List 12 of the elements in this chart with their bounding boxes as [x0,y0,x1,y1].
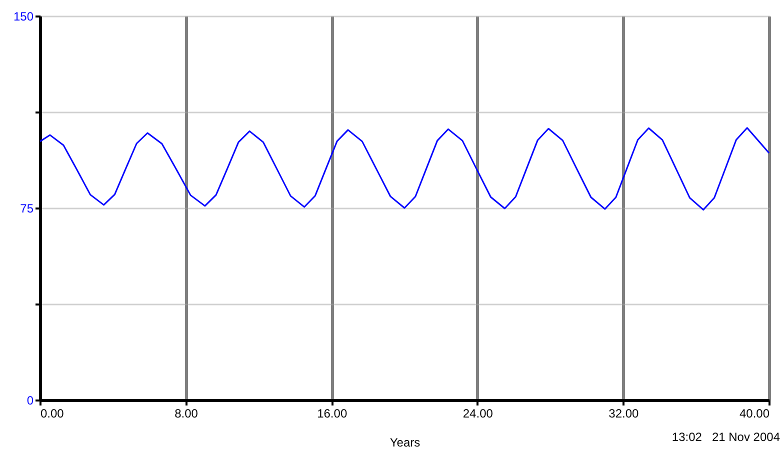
x-tick-label: 40.00 [739,406,770,420]
y-tick-label: 0 [26,394,34,408]
y-tick-label: 150 [13,10,34,24]
x-axis-title: Years [390,436,420,450]
y-tick-label: 75 [20,202,34,216]
line-series [39,127,770,211]
x-tick-label: 32.00 [608,406,640,420]
x-tick-label: 24.00 [462,406,494,420]
x-tick-label: 16.00 [317,406,348,420]
x-tick-label: 0.00 [40,406,64,420]
text: 13:02 21 Nov 2004 [672,430,780,444]
x-tick-label: 8.00 [174,406,198,420]
